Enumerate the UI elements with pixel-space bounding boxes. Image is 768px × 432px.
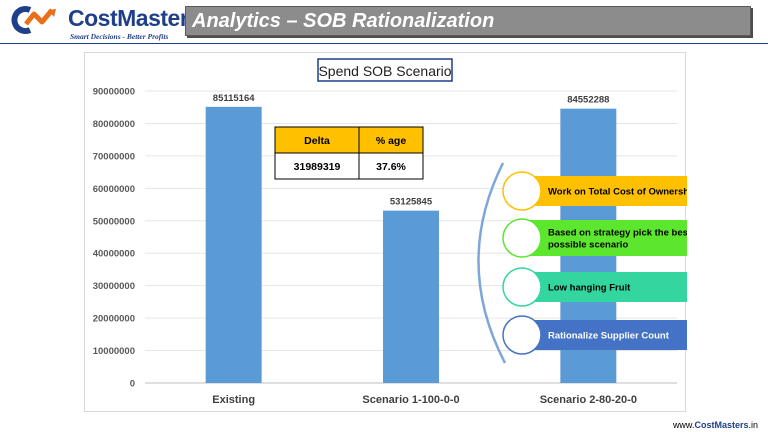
percent-header-label: % age: [376, 135, 407, 147]
y-tick-label: 60000000: [93, 184, 135, 195]
bar: [383, 210, 439, 383]
delta-table-header: [275, 127, 423, 153]
callout-text: possible scenario: [548, 240, 628, 251]
delta-table-row: [275, 153, 423, 179]
title-bar: Analytics – SOB Rationalization: [185, 6, 751, 36]
callout-text: Based on strategy pick the best: [548, 228, 687, 239]
bar-chart: Spend SOB Scenario 0 10000000 20000000 30000…: [93, 58, 687, 406]
callout-bullet: [502, 218, 542, 258]
bar: [205, 106, 262, 384]
y-tick-label: 70000000: [93, 151, 135, 162]
y-tick-label: 80000000: [93, 119, 135, 130]
y-tick-label: 20000000: [93, 314, 135, 325]
callout-box: [530, 176, 687, 206]
callout-text: Low hanging Fruit: [548, 283, 631, 294]
callout-box: [530, 272, 687, 302]
y-tick-label: 0: [130, 379, 135, 390]
y-tick-label: 50000000: [93, 216, 135, 227]
callout-connector: [477, 162, 507, 364]
data-label: 53125845: [390, 197, 433, 208]
callout-bullet: [502, 171, 542, 211]
callout-text: Work on Total Cost of Ownership: [548, 187, 687, 198]
y-tick-label: 90000000: [93, 87, 135, 98]
header-divider: [0, 43, 768, 44]
chart-title: Spend SOB Scenario: [318, 63, 451, 79]
delta-value: 31989319: [294, 161, 341, 173]
footer-website[interactable]: www.CostMasters.in: [672, 420, 758, 430]
data-label: 85115164: [213, 93, 255, 104]
percent-value: 37.6%: [376, 161, 406, 173]
chart-title-box: [317, 58, 453, 82]
y-tick-label: 10000000: [93, 346, 135, 357]
callout-bullet: [502, 315, 542, 355]
page-title: Analytics – SOB Rationalization: [192, 10, 495, 32]
x-category-label: Scenario 1-100-0-0: [362, 394, 459, 406]
logo: CostMasters Smart Decisions - Better Pro…: [8, 4, 201, 42]
callout-box: [530, 320, 687, 350]
x-category-label: Existing: [212, 394, 255, 406]
chart-frame: Spend SOB Scenario 0 10000000 20000000 30000…: [84, 52, 687, 412]
callout-text: Rationalize Supplier Count: [548, 331, 670, 342]
data-label: 84552288: [567, 95, 609, 106]
logo-wordmark: CostMasters: [68, 5, 201, 31]
x-category-label: Scenario 2-80-20-0: [540, 394, 637, 406]
costmasters-logo-icon: [11, 6, 56, 34]
delta-header-label: Delta: [304, 135, 330, 147]
callout-box: [530, 220, 687, 256]
callout-bullet: [502, 267, 542, 307]
y-tick-label: 40000000: [93, 249, 135, 260]
y-tick-label: 30000000: [93, 281, 135, 292]
logo-tagline: Smart Decisions - Better Profits: [70, 32, 169, 41]
